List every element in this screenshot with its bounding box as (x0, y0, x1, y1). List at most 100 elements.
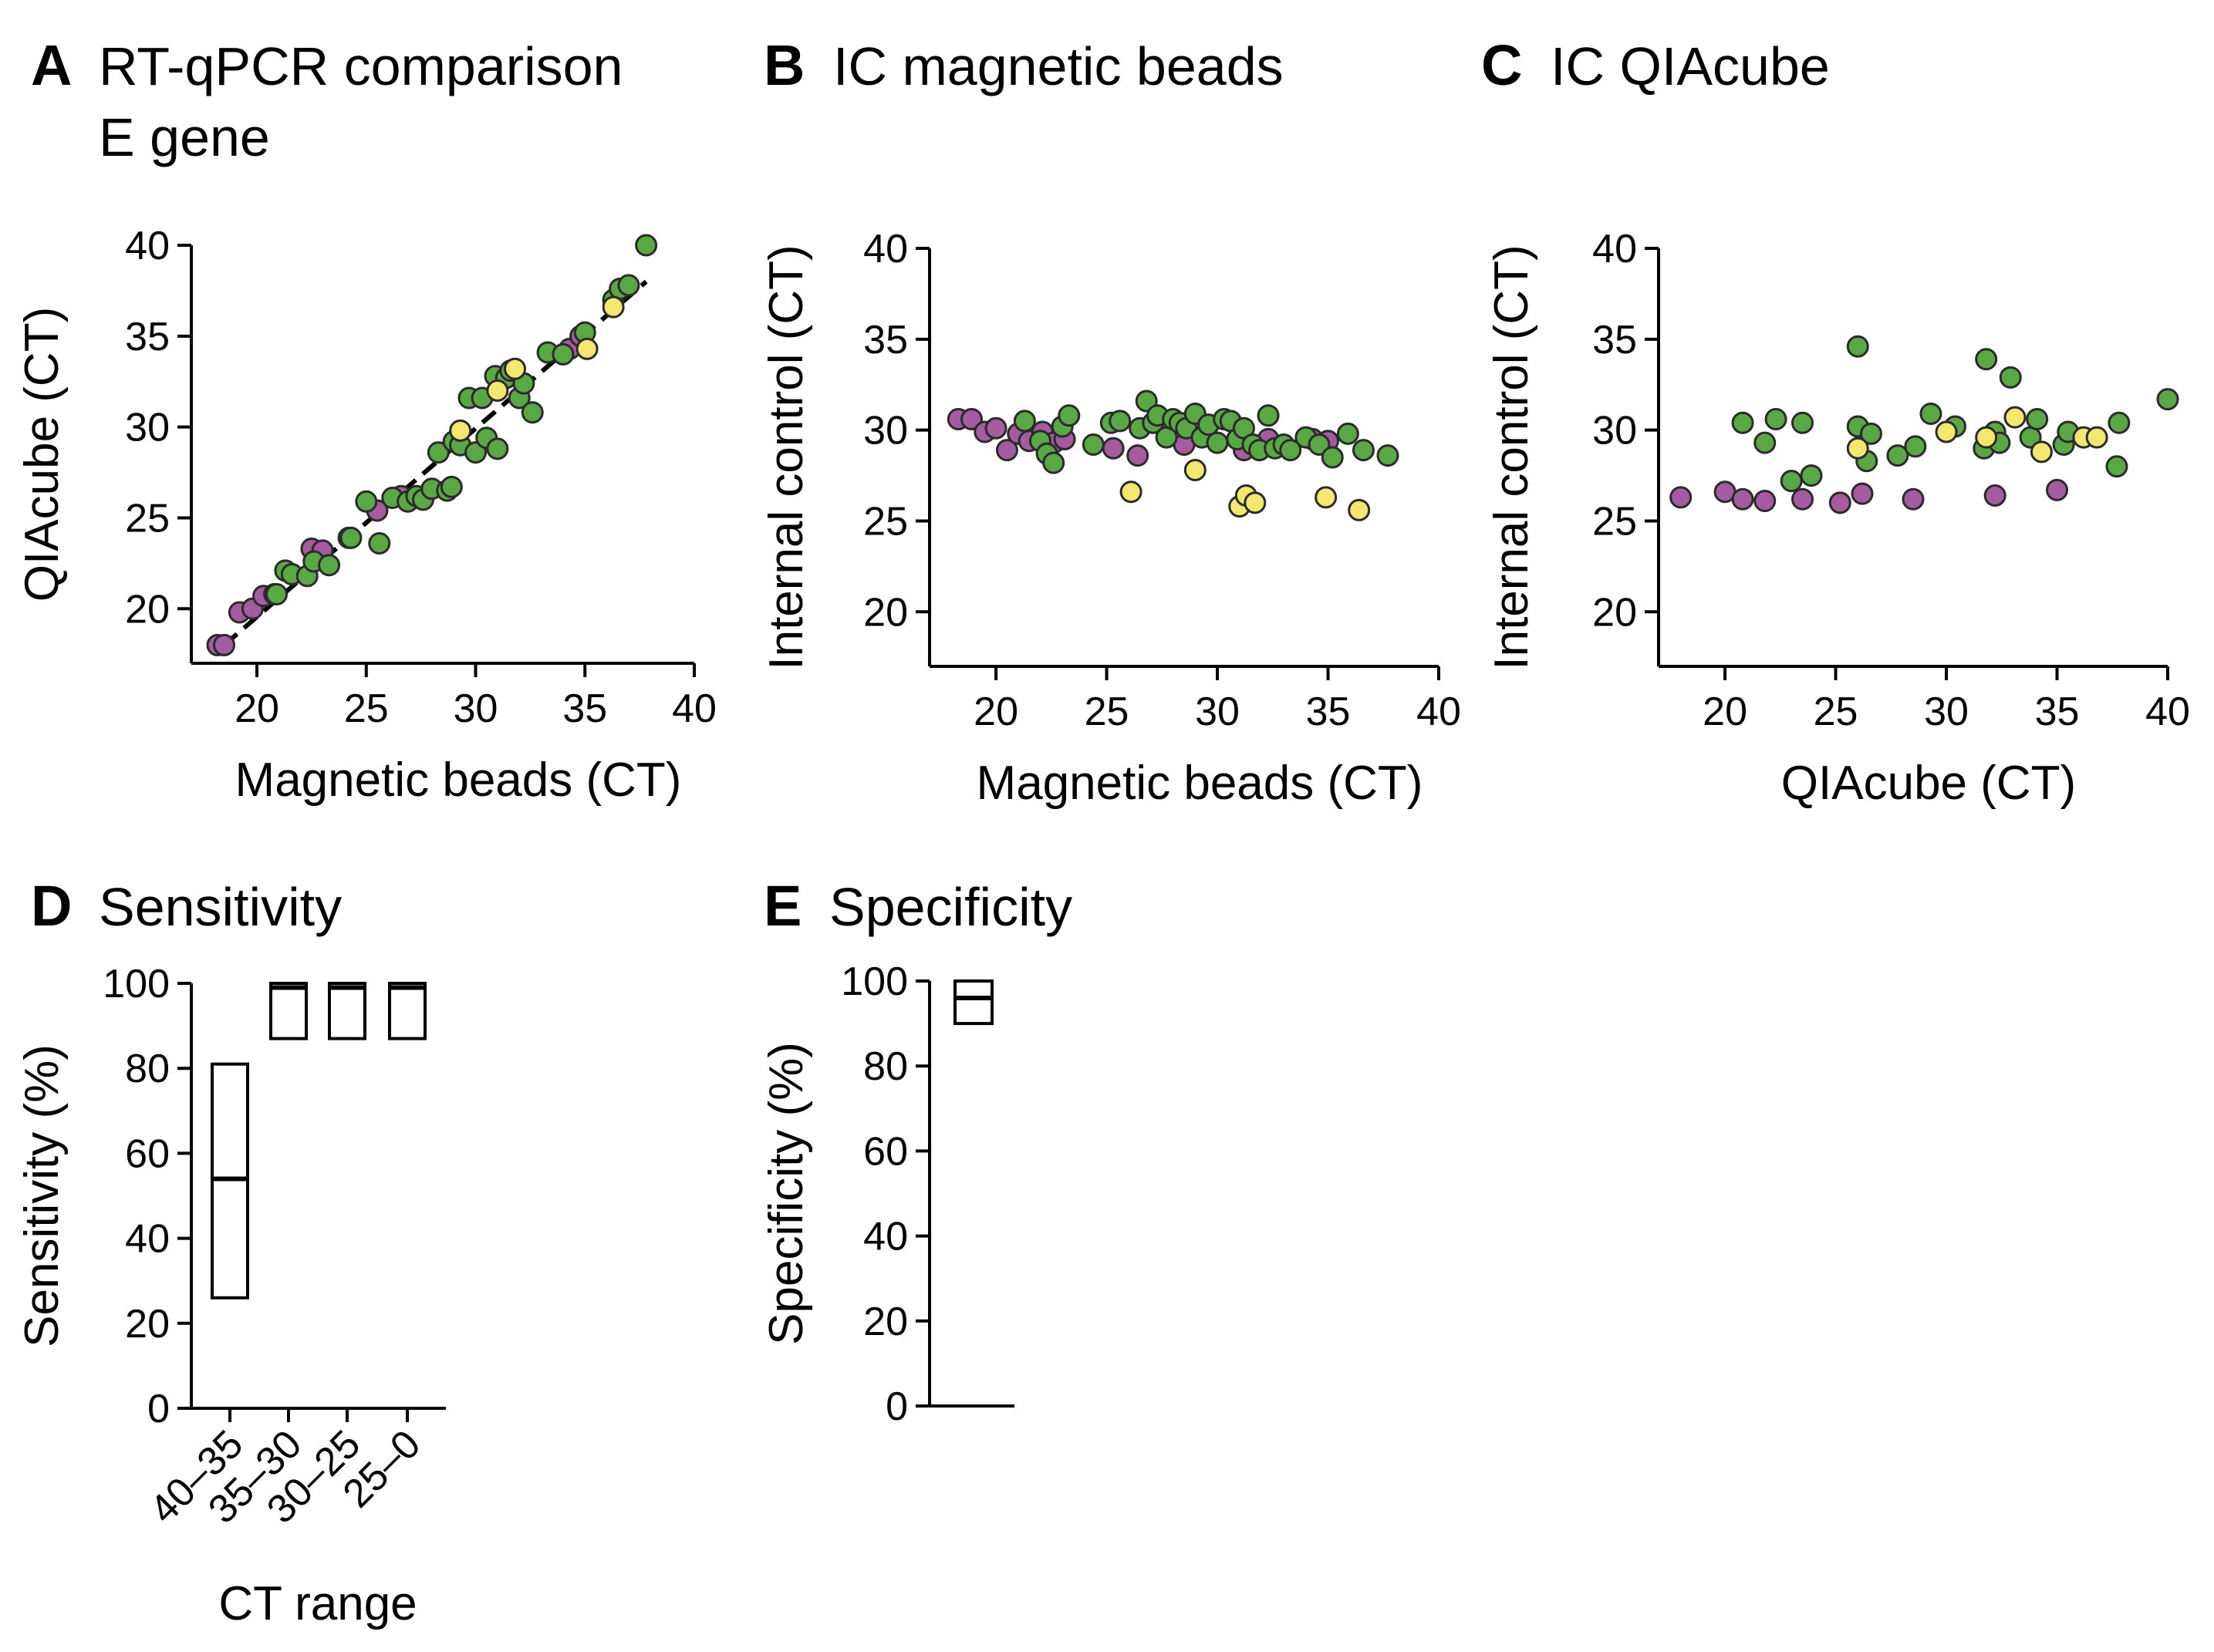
data-point-green (2108, 411, 2131, 434)
x-tick-label: 25 (1085, 689, 1129, 734)
data-point-green (1279, 439, 1302, 462)
y-tick-label: 40 (125, 224, 170, 268)
x-tick-label: 35 (562, 686, 607, 731)
data-point-green (355, 490, 378, 513)
y-tick-label: 35 (1592, 318, 1637, 362)
y-tick-label: 35 (863, 318, 908, 362)
data-point-yellow (1846, 437, 1869, 460)
data-point-yellow (1975, 426, 1998, 449)
panel-b-plot: 20 25 30 35 40 20 25 30 35 40 Magnetic beads (CT) I… (760, 227, 1461, 810)
data-point-green (1058, 404, 1081, 427)
data-point-green (1376, 444, 1399, 467)
data-point-green (318, 554, 341, 577)
data-point-yellow (2085, 426, 2108, 449)
y-tick-label: 40 (863, 227, 908, 271)
data-point-purple (2046, 478, 2069, 501)
x-axis-label: Magnetic beads (CT) (977, 757, 1423, 810)
x-tick-label: 35 (1306, 689, 1351, 734)
y-tick-label: 40 (863, 1215, 908, 1259)
data-point-green (440, 475, 463, 498)
data-point-green (521, 401, 544, 424)
data-point-yellow (449, 419, 472, 442)
data-point-yellow (2030, 440, 2053, 464)
y-tick-label: 60 (863, 1129, 908, 1174)
y-axis-label: Specificity (%) (760, 1042, 813, 1345)
box-4 (388, 982, 427, 1040)
data-point-green (1308, 433, 1331, 457)
y-tick-label: 20 (125, 1302, 170, 1347)
panel-e-title: Specificity (829, 877, 1072, 937)
data-point-purple (984, 416, 1007, 440)
panel-d: D Sensitivity 0 20 40 60 80 100 Sensitivity (%… (15, 874, 446, 1630)
data-points (947, 389, 1399, 521)
data-point-yellow (1315, 486, 1338, 509)
data-point-green (617, 274, 640, 297)
data-point-yellow (1183, 458, 1207, 481)
data-point-yellow (602, 295, 625, 319)
data-point-green (1731, 411, 1754, 434)
x-axis-label: CT range (218, 1577, 417, 1630)
data-point-green (1336, 422, 1359, 445)
boxes (953, 979, 994, 1026)
panel-a-letter: A (31, 33, 72, 97)
data-point-purple (213, 633, 236, 656)
panel-c: C IC QIAcube 20 25 30 35 40 20 25 30 35 40 QIAcube… (1481, 33, 2190, 810)
data-point-green (2156, 388, 2179, 411)
data-point-green (1800, 464, 1823, 487)
panel-b: B IC magnetic beads 20 25 30 35 40 20 25 30 35 40… (760, 33, 1461, 810)
panel-d-letter: D (31, 874, 72, 938)
data-point-green (1082, 433, 1105, 457)
y-tick-label: 30 (863, 409, 908, 453)
data-points (206, 234, 658, 656)
x-tick-label: 40 (2145, 689, 2190, 734)
y-tick-label: 0 (886, 1384, 908, 1429)
y-axis-label: QIAcube (CT) (15, 307, 69, 602)
axes: 20 25 30 35 40 20 25 30 35 40 QIAcube (CT) Internal… (1485, 227, 2190, 810)
data-point-purple (1851, 482, 1874, 505)
panel-d-title: Sensitivity (99, 877, 342, 937)
data-point-green (1904, 435, 1927, 458)
data-point-purple (1731, 487, 1754, 511)
x-axis-label: Magnetic beads (CT) (235, 754, 682, 807)
data-point-purple (1126, 444, 1149, 467)
data-point-purple (960, 408, 984, 431)
data-point-green (2026, 408, 2049, 431)
data-point-green (1919, 402, 1942, 425)
data-point-green (1764, 408, 1787, 431)
x-tick-label: 25 (344, 686, 389, 731)
box-3 (328, 982, 366, 1040)
data-point-green (1999, 366, 2022, 389)
data-point-yellow (1119, 480, 1142, 504)
panel-c-title: IC QIAcube (1551, 36, 1830, 96)
panel-b-title: IC magnetic beads (833, 36, 1284, 96)
y-tick-label: 40 (125, 1217, 170, 1262)
x-tick-label: 20 (1703, 689, 1747, 734)
y-tick-label: 100 (841, 959, 908, 1004)
y-tick-label: 80 (863, 1044, 908, 1089)
panel-c-plot: 20 25 30 35 40 20 25 30 35 40 QIAcube (CT) Internal… (1485, 227, 2190, 810)
data-point-green (1753, 431, 1777, 454)
x-tick-label: 20 (235, 686, 279, 731)
data-point-green (368, 531, 391, 555)
y-axis-label: Sensitivity (%) (15, 1044, 69, 1347)
x-tick-label: 20 (974, 689, 1018, 734)
y-tick-label: 80 (125, 1047, 170, 1091)
data-point-purple (1669, 486, 1693, 509)
x-tick-label: 25 (1814, 689, 1858, 734)
data-point-purple (1753, 490, 1777, 513)
y-tick-label: 100 (103, 962, 170, 1006)
data-point-green (1846, 335, 1869, 358)
data-point-purple (1102, 437, 1125, 460)
data-point-green (486, 437, 509, 460)
y-tick-label: 35 (125, 315, 170, 359)
y-axis-label: Internal control (CT) (760, 244, 813, 669)
y-tick-label: 60 (125, 1131, 170, 1176)
box-1 (953, 979, 994, 1026)
x-tick-label: 35 (2035, 689, 2080, 734)
data-point-yellow (2003, 406, 2027, 429)
y-tick-label: 25 (1592, 499, 1637, 544)
data-point-green (2105, 455, 2128, 478)
x-tick-label: 40 (672, 686, 717, 731)
